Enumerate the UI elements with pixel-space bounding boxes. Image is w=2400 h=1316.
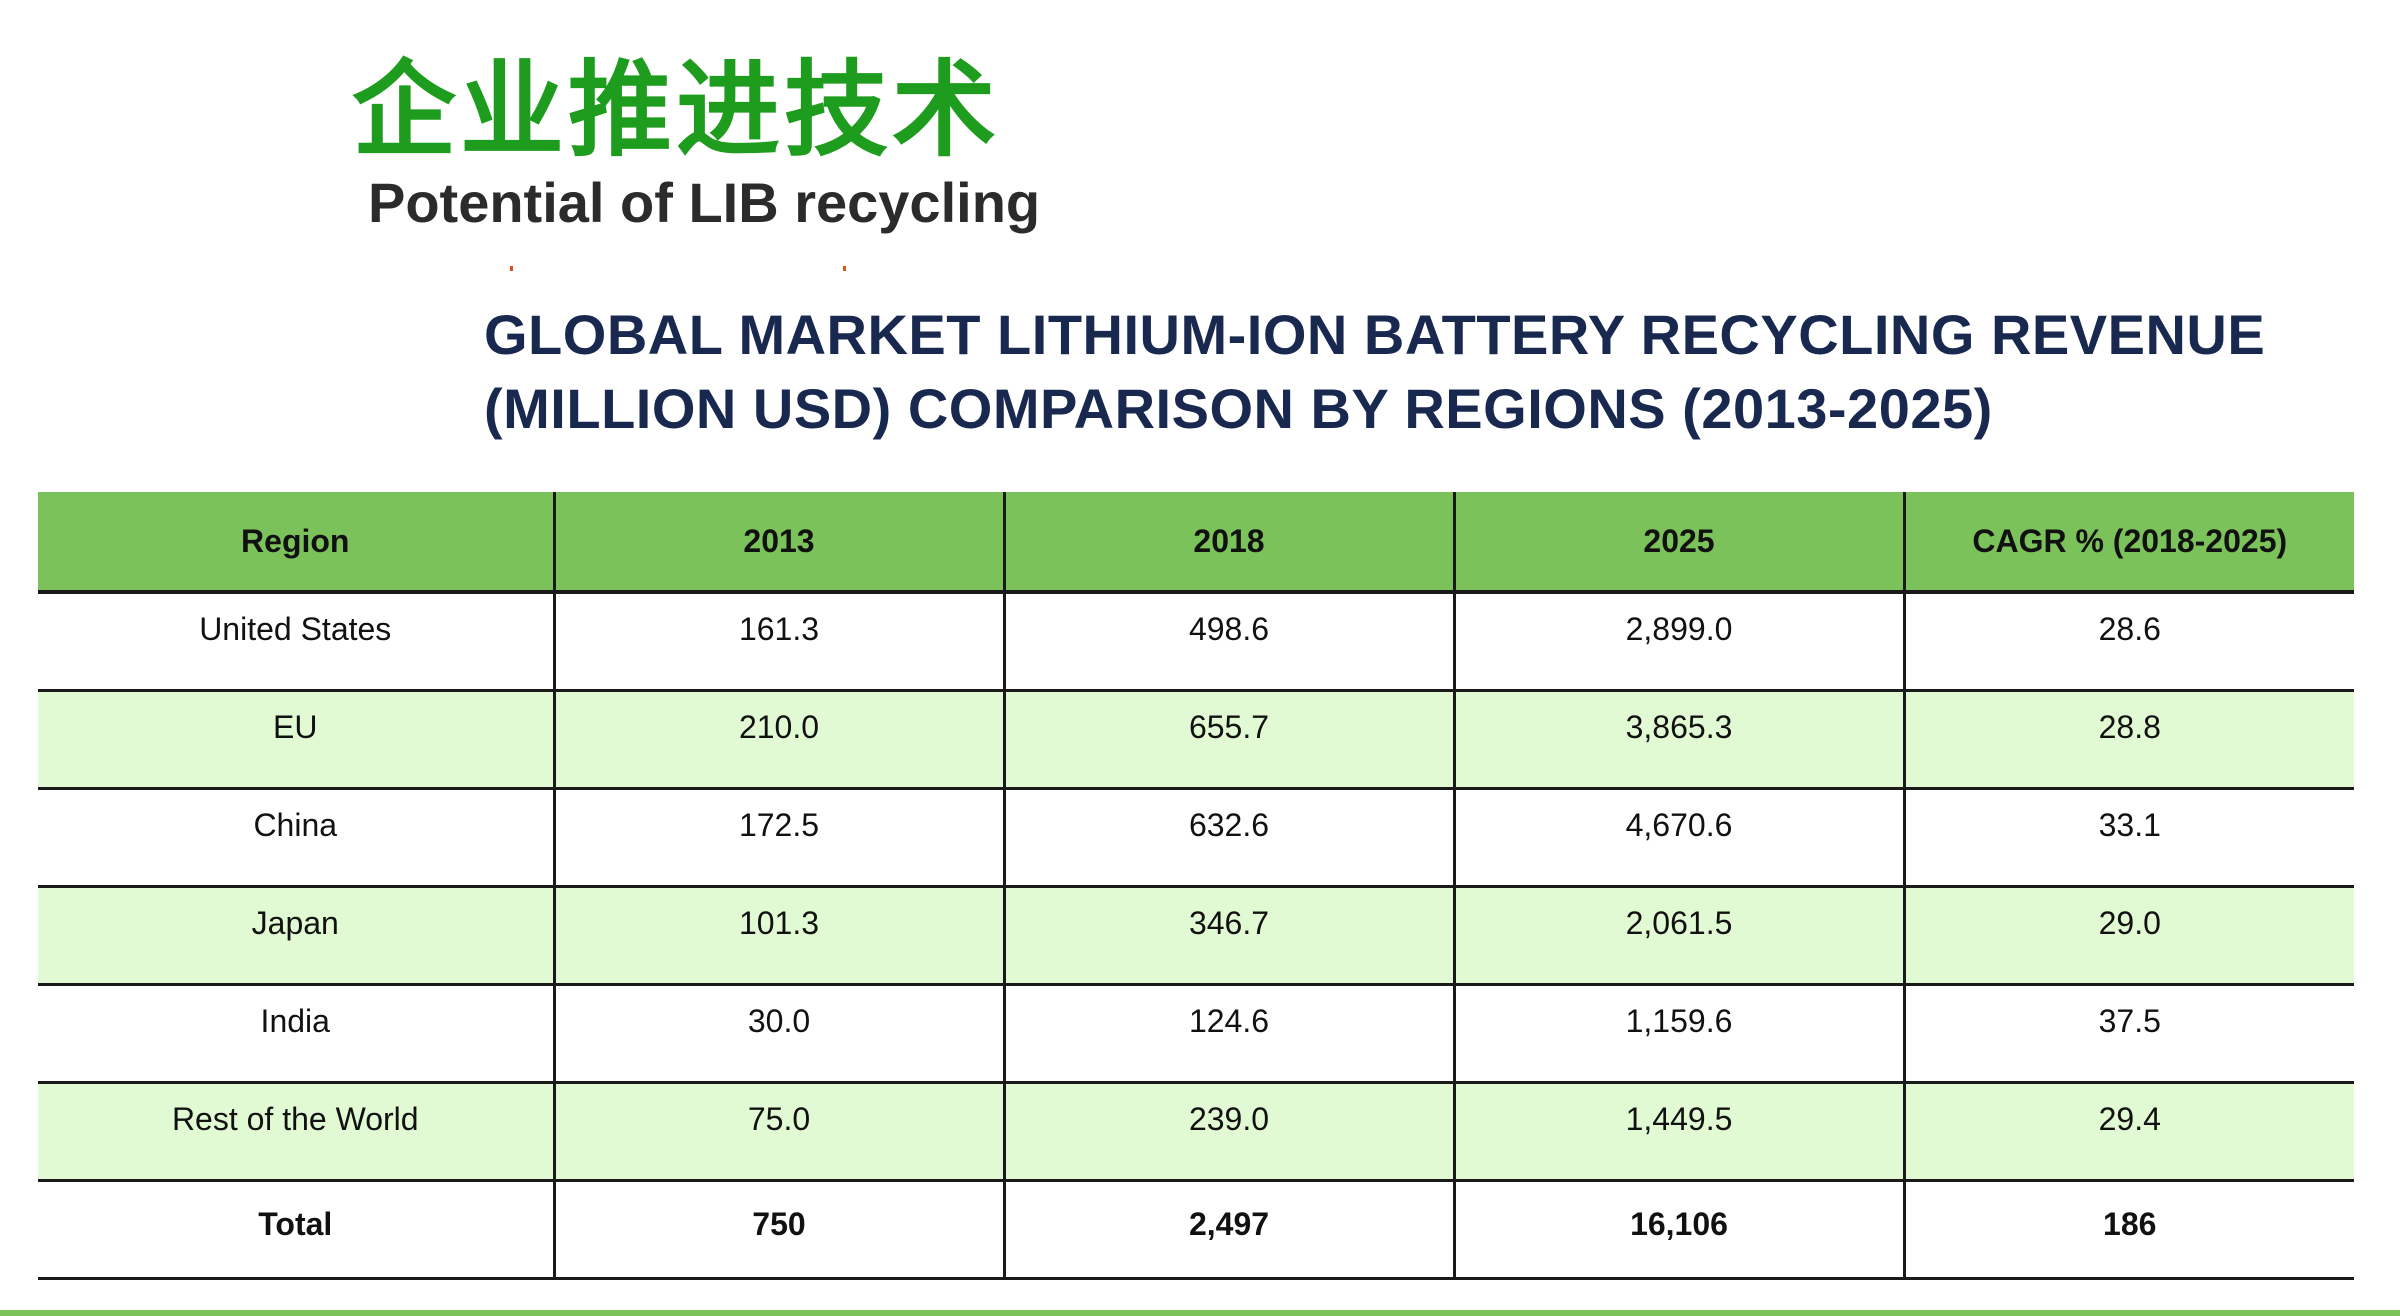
table-title: GLOBAL MARKET LITHIUM-ION BATTERY RECYCL… (484, 298, 2265, 446)
table-row: Rest of the World 75.0 239.0 1,449.5 29.… (38, 1082, 2354, 1182)
cell-region: Japan (38, 886, 554, 986)
header-2018: 2018 (1002, 492, 1454, 594)
cell-2018: 239.0 (1002, 1082, 1454, 1182)
header-2025: 2025 (1452, 492, 1904, 594)
slide-subtitle: Potential of LIB recycling (368, 171, 1041, 234)
slide-title: 企业推进技术 (352, 48, 1001, 171)
cell-2025: 1,159.6 (1452, 984, 1904, 1084)
cell-cagr: 29.4 (1902, 1082, 2354, 1182)
total-2018: 2,497 (1002, 1180, 1454, 1280)
cell-2013: 161.3 (552, 592, 1004, 692)
cell-2018: 632.6 (1002, 788, 1454, 888)
header-cagr: CAGR % (2018-2025) (1902, 492, 2354, 594)
cell-cagr: 28.8 (1902, 690, 2354, 790)
table-title-line-1: GLOBAL MARKET LITHIUM-ION BATTERY RECYCL… (484, 303, 2266, 366)
table-row: EU 210.0 655.7 3,865.3 28.8 (38, 690, 2354, 790)
cell-2018: 124.6 (1002, 984, 1454, 1084)
cell-cagr: 29.0 (1902, 886, 2354, 986)
cell-2013: 30.0 (552, 984, 1004, 1084)
table-row: Japan 101.3 346.7 2,061.5 29.0 (38, 886, 2354, 986)
cell-2025: 1,449.5 (1452, 1082, 1904, 1182)
revenue-table: Region 2013 2018 2025 CAGR % (2018-2025)… (38, 492, 2354, 1280)
cell-2013: 101.3 (552, 886, 1004, 986)
header-2013: 2013 (552, 492, 1004, 594)
cell-2018: 346.7 (1002, 886, 1454, 986)
cell-2025: 4,670.6 (1452, 788, 1904, 888)
cell-region: United States (38, 592, 554, 692)
total-cagr: 186 (1902, 1180, 2354, 1280)
cell-cagr: 37.5 (1902, 984, 2354, 1084)
cell-2025: 2,899.0 (1452, 592, 1904, 692)
cell-cagr: 28.6 (1902, 592, 2354, 692)
table-row: India 30.0 124.6 1,159.6 37.5 (38, 984, 2354, 1084)
cell-2013: 210.0 (552, 690, 1004, 790)
cell-region: India (38, 984, 554, 1084)
table-row: United States 161.3 498.6 2,899.0 28.6 (38, 592, 2354, 692)
cell-2013: 172.5 (552, 788, 1004, 888)
total-label: Total (38, 1180, 554, 1280)
table-total-row: Total 750 2,497 16,106 186 (38, 1180, 2354, 1280)
cell-2018: 498.6 (1002, 592, 1454, 692)
cell-region: EU (38, 690, 554, 790)
cell-2013: 75.0 (552, 1082, 1004, 1182)
cell-cagr: 33.1 (1902, 788, 2354, 888)
cell-region: Rest of the World (38, 1082, 554, 1182)
bottom-divider (0, 1310, 2400, 1316)
cell-region: China (38, 788, 554, 888)
header-region: Region (38, 492, 554, 594)
cell-2025: 3,865.3 (1452, 690, 1904, 790)
cell-2025: 2,061.5 (1452, 886, 1904, 986)
table-title-line-2: (MILLION USD) COMPARISON BY REGIONS (201… (484, 377, 1993, 440)
total-2025: 16,106 (1452, 1180, 1904, 1280)
red-tick-mark (510, 266, 513, 271)
red-tick-mark (843, 266, 846, 271)
table-row: China 172.5 632.6 4,670.6 33.1 (38, 788, 2354, 888)
total-2013: 750 (552, 1180, 1004, 1280)
cell-2018: 655.7 (1002, 690, 1454, 790)
table-header-row: Region 2013 2018 2025 CAGR % (2018-2025) (38, 492, 2354, 594)
